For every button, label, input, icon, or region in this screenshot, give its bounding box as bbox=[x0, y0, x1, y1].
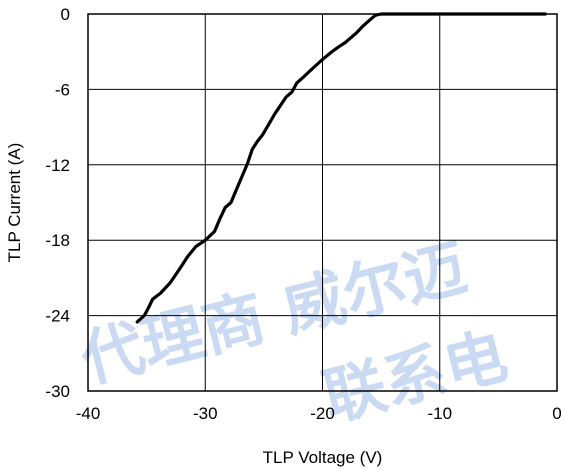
x-tick-label: -10 bbox=[427, 404, 452, 423]
series-layer bbox=[135, 12, 547, 324]
y-tick-label: -18 bbox=[45, 231, 70, 250]
x-axis-title: TLP Voltage (V) bbox=[263, 448, 383, 467]
tick-labels: -40 -30 -20 -10 0 0 -6 -12 -18 -24 -30 bbox=[45, 5, 561, 423]
y-axis-title: TLP Current (A) bbox=[5, 143, 24, 263]
y-tick-label: -24 bbox=[45, 307, 70, 326]
y-tick-label: 0 bbox=[61, 5, 70, 24]
x-tick-label: 0 bbox=[552, 404, 561, 423]
series-line bbox=[135, 12, 547, 324]
x-tick-label: -20 bbox=[310, 404, 335, 423]
y-tick-label: -30 bbox=[45, 382, 70, 401]
watermark-line-2: 联系电 bbox=[316, 319, 514, 435]
x-tick-label: -30 bbox=[193, 404, 218, 423]
plot-frame bbox=[87, 13, 558, 392]
x-tick-label: -40 bbox=[76, 404, 101, 423]
y-tick-label: -6 bbox=[55, 80, 70, 99]
y-tick-label: -12 bbox=[45, 156, 70, 175]
